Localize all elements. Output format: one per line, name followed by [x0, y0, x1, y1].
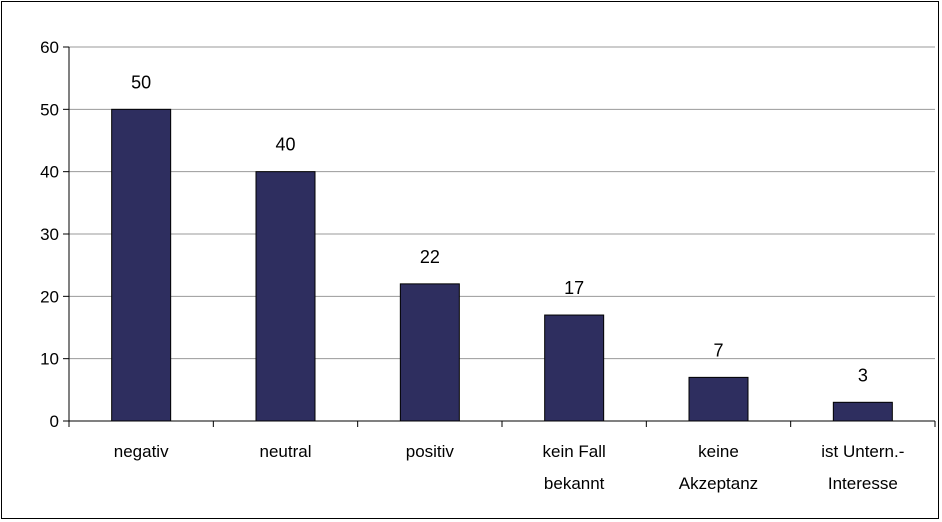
bar: [111, 108, 172, 422]
bar: [688, 376, 749, 422]
data-label: 50: [131, 72, 151, 92]
x-tick-label: negativ: [114, 442, 169, 461]
bar: [832, 401, 893, 422]
y-tick-label: 40: [40, 163, 59, 182]
y-tick-label: 30: [40, 225, 59, 244]
bar: [255, 171, 316, 422]
x-tick-label: keine: [698, 442, 739, 461]
bars: [111, 108, 893, 422]
x-axis-labels: negativ neutral positiv kein Fall bekannt kei…: [114, 442, 905, 493]
y-tick-label: 60: [40, 38, 59, 57]
y-tick-label: 50: [40, 100, 59, 119]
y-tick-label: 0: [50, 412, 59, 431]
x-tick-label: Interesse: [828, 474, 898, 493]
x-tick-label: positiv: [406, 442, 455, 461]
x-tick-label: neutral: [260, 442, 312, 461]
y-tick-label: 20: [40, 287, 59, 306]
x-tick-label: Akzeptanz: [679, 474, 758, 493]
x-tick-label: ist Untern.-: [821, 442, 904, 461]
y-tick-label: 10: [40, 350, 59, 369]
data-label: 17: [564, 278, 584, 298]
data-label: 7: [713, 340, 723, 360]
y-axis-ticks: 0 10 20 30 40 50 60: [40, 38, 69, 431]
data-label: 3: [858, 365, 868, 385]
x-tick-label: kein Fall: [543, 442, 606, 461]
data-label: 40: [275, 135, 295, 155]
axes: [68, 47, 936, 427]
bar: [399, 283, 460, 422]
data-labels: 50 40 22 17 7 3: [131, 72, 868, 385]
x-tick-label: bekannt: [544, 474, 605, 493]
bar: [544, 314, 605, 422]
data-label: 22: [420, 247, 440, 267]
gridlines: [69, 46, 935, 360]
